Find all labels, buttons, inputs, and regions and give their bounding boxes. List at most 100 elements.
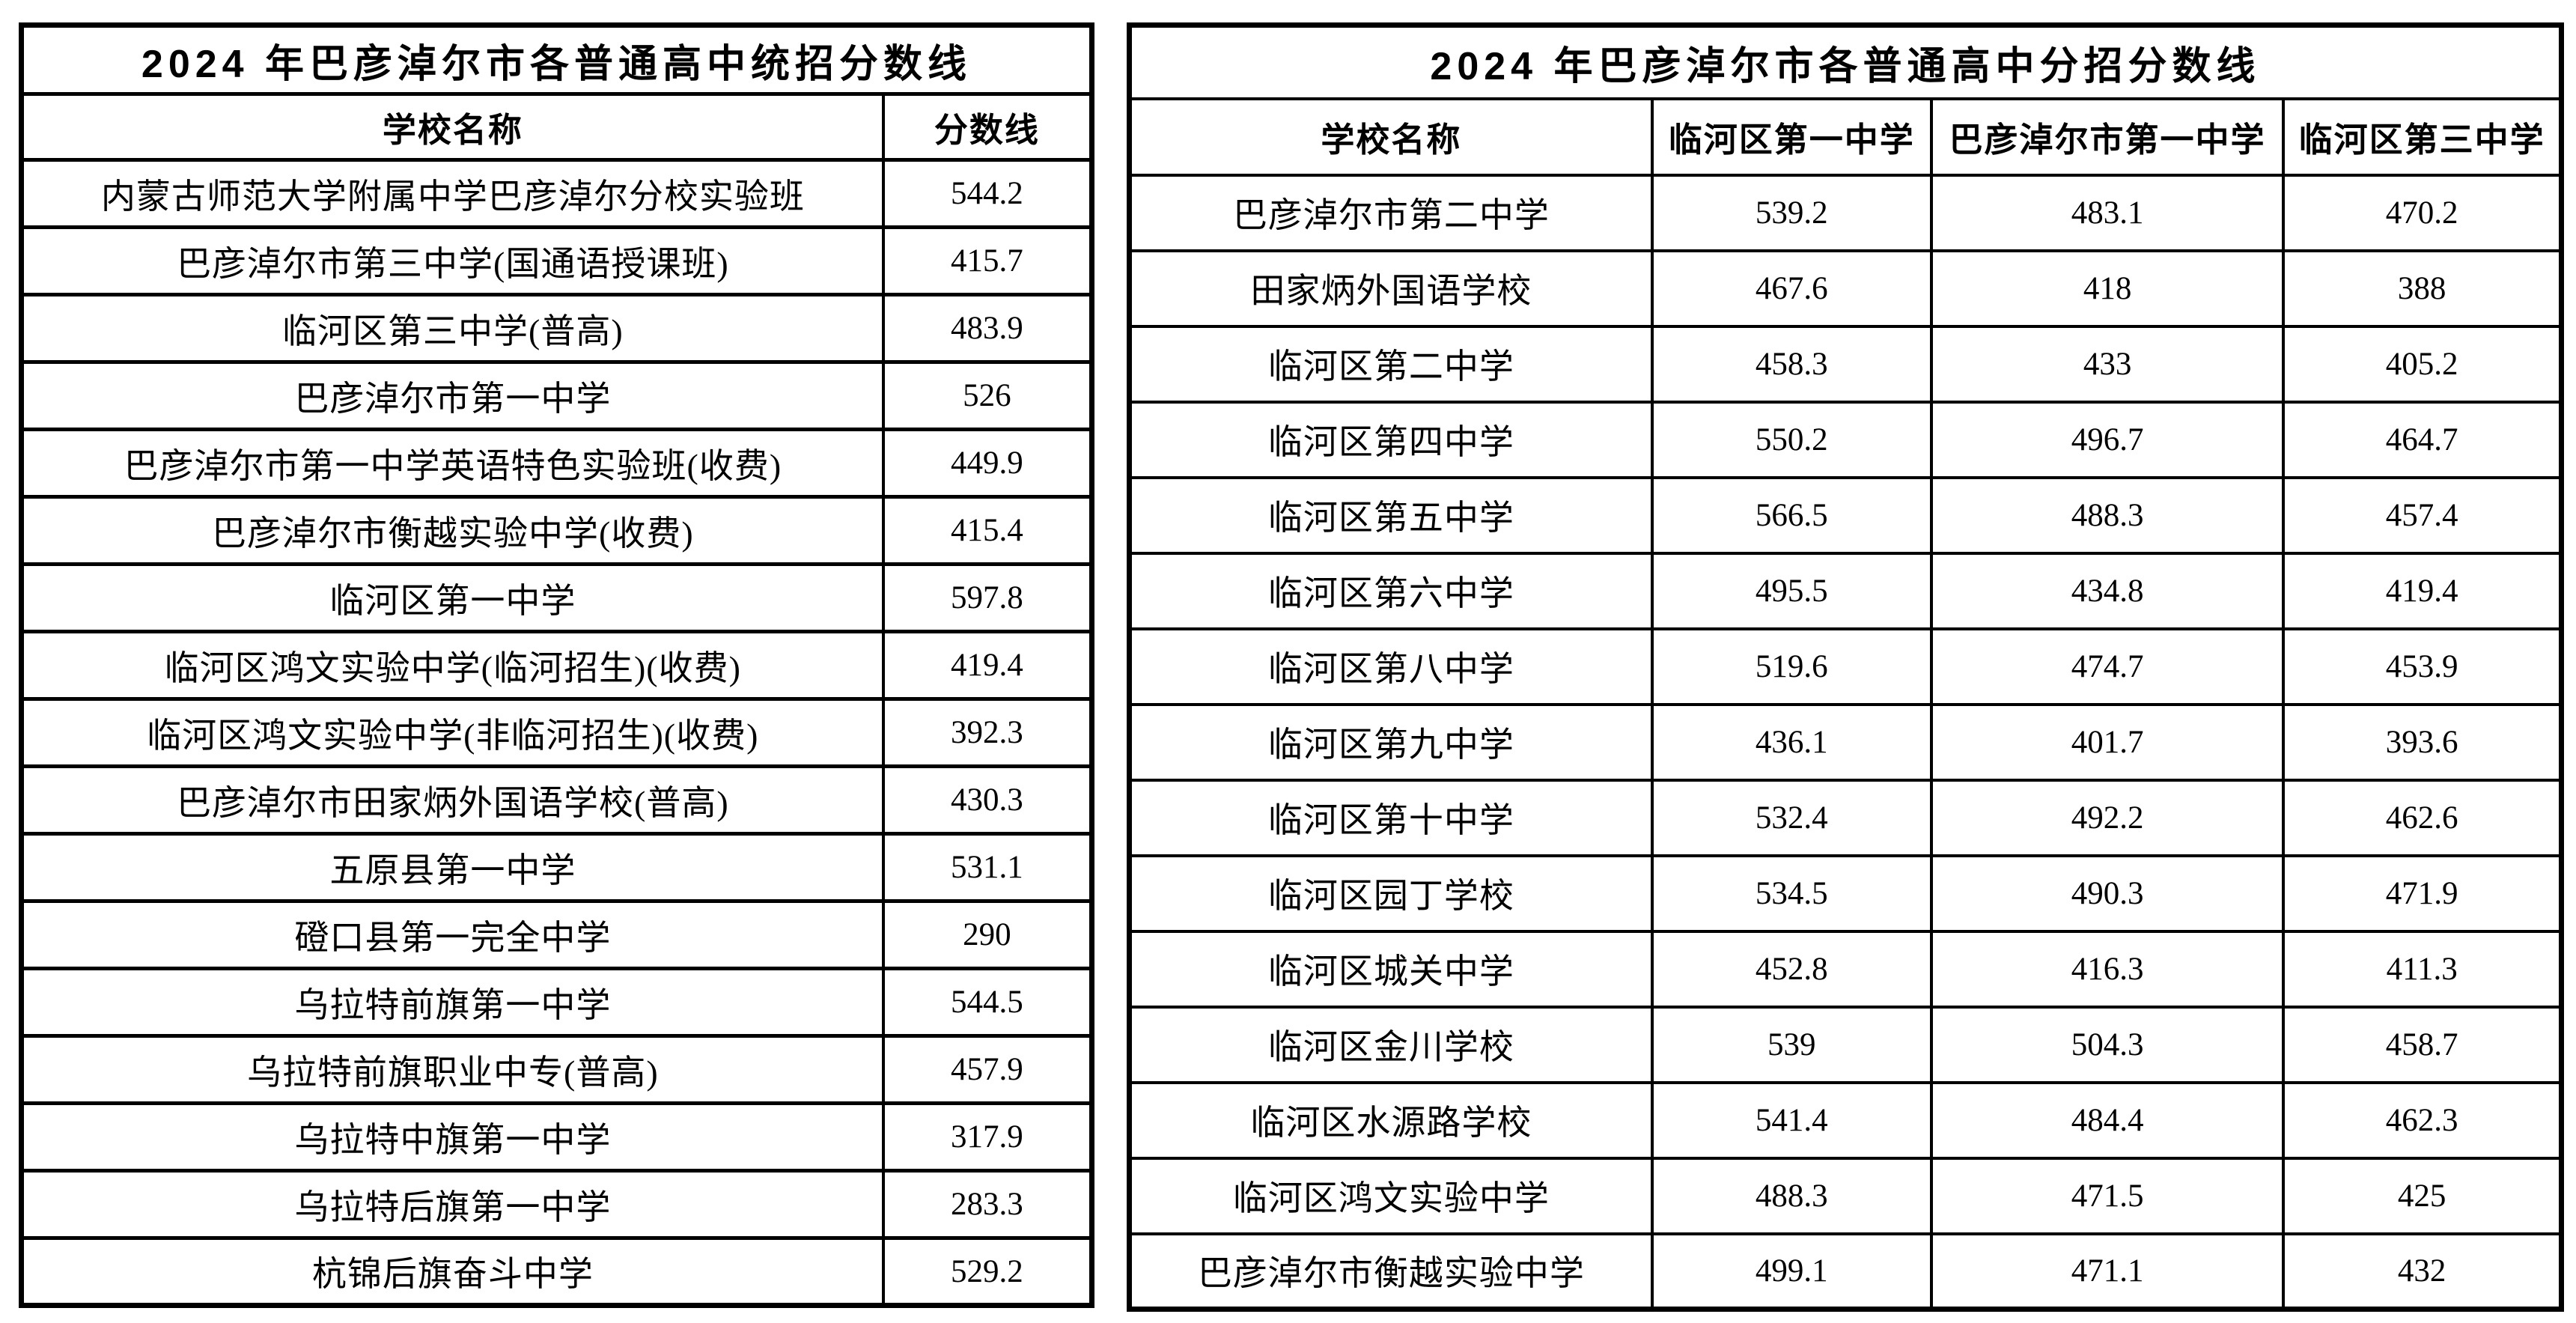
table-row: 临河区城关中学 452.8 416.3 411.3 bbox=[1127, 929, 2563, 1009]
score-cell: 471.5 bbox=[1929, 1156, 2286, 1235]
table-row: 巴彦淖尔市衡越实验中学 499.1 471.1 432 bbox=[1127, 1232, 2563, 1311]
score-cell: 415.4 bbox=[881, 495, 1094, 566]
score-cell: 467.6 bbox=[1650, 249, 1933, 328]
school-name-cell: 临河区第二中学 bbox=[1127, 324, 1654, 404]
table-row: 乌拉特中旗第一中学 317.9 bbox=[19, 1101, 1094, 1173]
school-name-cell: 临河区第八中学 bbox=[1127, 627, 1654, 706]
school-name-cell: 巴彦淖尔市衡越实验中学(收费) bbox=[19, 495, 885, 566]
table-header-row: 学校名称 临河区第一中学 巴彦淖尔市第一中学 临河区第三中学 bbox=[1127, 97, 2563, 177]
school-name-cell: 巴彦淖尔市第二中学 bbox=[1127, 173, 1654, 252]
score-cell: 462.3 bbox=[2282, 1080, 2563, 1160]
school-name-cell: 临河区水源路学校 bbox=[1127, 1080, 1654, 1160]
left-table-body: 内蒙古师范大学附属中学巴彦淖尔分校实验班 544.2 巴彦淖尔市第三中学(国通语… bbox=[19, 158, 1094, 1307]
score-cell: 499.1 bbox=[1650, 1232, 1933, 1311]
score-cell: 526 bbox=[881, 360, 1094, 431]
school-name-cell: 临河区第三中学(普高) bbox=[19, 293, 885, 364]
score-cell: 474.7 bbox=[1929, 627, 2286, 706]
score-cell: 415.7 bbox=[881, 225, 1094, 296]
table-row: 乌拉特后旗第一中学 283.3 bbox=[19, 1169, 1094, 1240]
table-row: 临河区第八中学 519.6 474.7 453.9 bbox=[1127, 627, 2563, 706]
score-cell: 544.5 bbox=[881, 967, 1094, 1038]
score-cell: 283.3 bbox=[881, 1169, 1094, 1240]
table-row: 临河区第三中学(普高) 483.9 bbox=[19, 293, 1094, 364]
score-cell: 504.3 bbox=[1929, 1005, 2286, 1084]
school-name-cell: 巴彦淖尔市第一中学 bbox=[19, 360, 885, 431]
school-name-cell: 田家炳外国语学校 bbox=[1127, 249, 1654, 328]
score-cell: 457.9 bbox=[881, 1034, 1094, 1105]
table-row: 田家炳外国语学校 467.6 418 388 bbox=[1127, 249, 2563, 328]
score-cell: 419.4 bbox=[2282, 551, 2563, 630]
score-cell: 392.3 bbox=[881, 697, 1094, 768]
score-cell: 534.5 bbox=[1650, 854, 1933, 933]
score-cell: 433 bbox=[1929, 324, 2286, 404]
score-cell: 457.4 bbox=[2282, 475, 2563, 555]
score-cell: 531.1 bbox=[881, 832, 1094, 903]
score-cell: 436.1 bbox=[1650, 702, 1933, 782]
school-name-cell: 临河区第五中学 bbox=[1127, 475, 1654, 555]
score-cell: 418 bbox=[1929, 249, 2286, 328]
school-name-cell: 杭锦后旗奋斗中学 bbox=[19, 1236, 885, 1307]
table-row: 临河区第九中学 436.1 401.7 393.6 bbox=[1127, 702, 2563, 782]
score-cell: 419.4 bbox=[881, 630, 1094, 701]
score-cell: 519.6 bbox=[1650, 627, 1933, 706]
column-header-school-name: 学校名称 bbox=[1127, 97, 1654, 177]
score-cell: 488.3 bbox=[1929, 475, 2286, 555]
school-name-cell: 临河区鸿文实验中学 bbox=[1127, 1156, 1654, 1235]
score-cell: 411.3 bbox=[2282, 929, 2563, 1009]
score-cell: 432 bbox=[2282, 1232, 2563, 1311]
score-cell: 544.2 bbox=[881, 158, 1094, 229]
table-row: 临河区水源路学校 541.4 484.4 462.3 bbox=[1127, 1080, 2563, 1160]
score-cell: 434.8 bbox=[1929, 551, 2286, 630]
table-row: 临河区鸿文实验中学(非临河招生)(收费) 392.3 bbox=[19, 697, 1094, 768]
table-row: 内蒙古师范大学附属中学巴彦淖尔分校实验班 544.2 bbox=[19, 158, 1094, 229]
right-table-body: 巴彦淖尔市第二中学 539.2 483.1 470.2 田家炳外国语学校 467… bbox=[1127, 173, 2563, 1311]
score-cell: 452.8 bbox=[1650, 929, 1933, 1009]
unified-admission-score-table: 2024 年巴彦淖尔市各普通高中统招分数线 学校名称 分数线 内蒙古师范大学附属… bbox=[19, 22, 1094, 1308]
table-row: 临河区鸿文实验中学(临河招生)(收费) 419.4 bbox=[19, 630, 1094, 701]
table-row: 临河区第十中学 532.4 492.2 462.6 bbox=[1127, 778, 2563, 857]
school-name-cell: 临河区园丁学校 bbox=[1127, 854, 1654, 933]
score-cell: 488.3 bbox=[1650, 1156, 1933, 1235]
score-cell: 393.6 bbox=[2282, 702, 2563, 782]
table-title-row: 2024 年巴彦淖尔市各普通高中统招分数线 bbox=[19, 23, 1094, 96]
table-header-row: 学校名称 分数线 bbox=[19, 92, 1094, 162]
targeted-admission-score-table: 2024 年巴彦淖尔市各普通高中分招分数线 学校名称 临河区第一中学 巴彦淖尔市… bbox=[1127, 22, 2564, 1312]
score-cell: 490.3 bbox=[1929, 854, 2286, 933]
school-name-cell: 临河区第六中学 bbox=[1127, 551, 1654, 630]
table-row: 杭锦后旗奋斗中学 529.2 bbox=[19, 1236, 1094, 1307]
school-name-cell: 巴彦淖尔市衡越实验中学 bbox=[1127, 1232, 1654, 1311]
score-cell: 401.7 bbox=[1929, 702, 2286, 782]
score-cell: 484.4 bbox=[1929, 1080, 2286, 1160]
score-cell: 550.2 bbox=[1650, 400, 1933, 479]
table-row: 乌拉特前旗职业中专(普高) 457.9 bbox=[19, 1034, 1094, 1105]
column-header-score-line: 分数线 bbox=[881, 92, 1094, 162]
score-cell: 541.4 bbox=[1650, 1080, 1933, 1160]
table-row: 巴彦淖尔市第二中学 539.2 483.1 470.2 bbox=[1127, 173, 2563, 252]
score-cell: 539.2 bbox=[1650, 173, 1933, 252]
table-row: 乌拉特前旗第一中学 544.5 bbox=[19, 967, 1094, 1038]
table-row: 临河区金川学校 539 504.3 458.7 bbox=[1127, 1005, 2563, 1084]
school-name-cell: 乌拉特前旗职业中专(普高) bbox=[19, 1034, 885, 1105]
column-header-bayannur-no1-middle-school: 巴彦淖尔市第一中学 bbox=[1929, 97, 2286, 177]
score-cell: 388 bbox=[2282, 249, 2563, 328]
score-cell: 483.1 bbox=[1929, 173, 2286, 252]
school-name-cell: 乌拉特中旗第一中学 bbox=[19, 1101, 885, 1173]
score-cell: 470.2 bbox=[2282, 173, 2563, 252]
score-cell: 471.1 bbox=[1929, 1232, 2286, 1311]
table-row: 临河区鸿文实验中学 488.3 471.5 425 bbox=[1127, 1156, 2563, 1235]
school-name-cell: 临河区金川学校 bbox=[1127, 1005, 1654, 1084]
table-row: 巴彦淖尔市田家炳外国语学校(普高) 430.3 bbox=[19, 764, 1094, 836]
school-name-cell: 巴彦淖尔市第一中学英语特色实验班(收费) bbox=[19, 428, 885, 499]
table-row: 巴彦淖尔市第一中学 526 bbox=[19, 360, 1094, 431]
left-table-title: 2024 年巴彦淖尔市各普通高中统招分数线 bbox=[19, 23, 1094, 96]
school-name-cell: 乌拉特前旗第一中学 bbox=[19, 967, 885, 1038]
school-name-cell: 临河区鸿文实验中学(临河招生)(收费) bbox=[19, 630, 885, 701]
score-cell: 539 bbox=[1650, 1005, 1933, 1084]
score-cell: 496.7 bbox=[1929, 400, 2286, 479]
table-row: 磴口县第一完全中学 290 bbox=[19, 899, 1094, 970]
table-row: 巴彦淖尔市第一中学英语特色实验班(收费) 449.9 bbox=[19, 428, 1094, 499]
school-name-cell: 临河区第十中学 bbox=[1127, 778, 1654, 857]
school-name-cell: 巴彦淖尔市第三中学(国通语授课班) bbox=[19, 225, 885, 296]
school-name-cell: 临河区鸿文实验中学(非临河招生)(收费) bbox=[19, 697, 885, 768]
